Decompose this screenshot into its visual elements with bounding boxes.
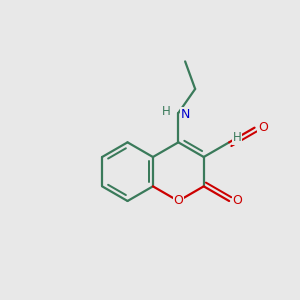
Text: O: O [232, 194, 242, 208]
Text: H: H [162, 105, 171, 118]
Text: O: O [173, 194, 183, 208]
Text: N: N [181, 108, 190, 121]
Text: O: O [258, 121, 268, 134]
Text: H: H [232, 131, 241, 144]
